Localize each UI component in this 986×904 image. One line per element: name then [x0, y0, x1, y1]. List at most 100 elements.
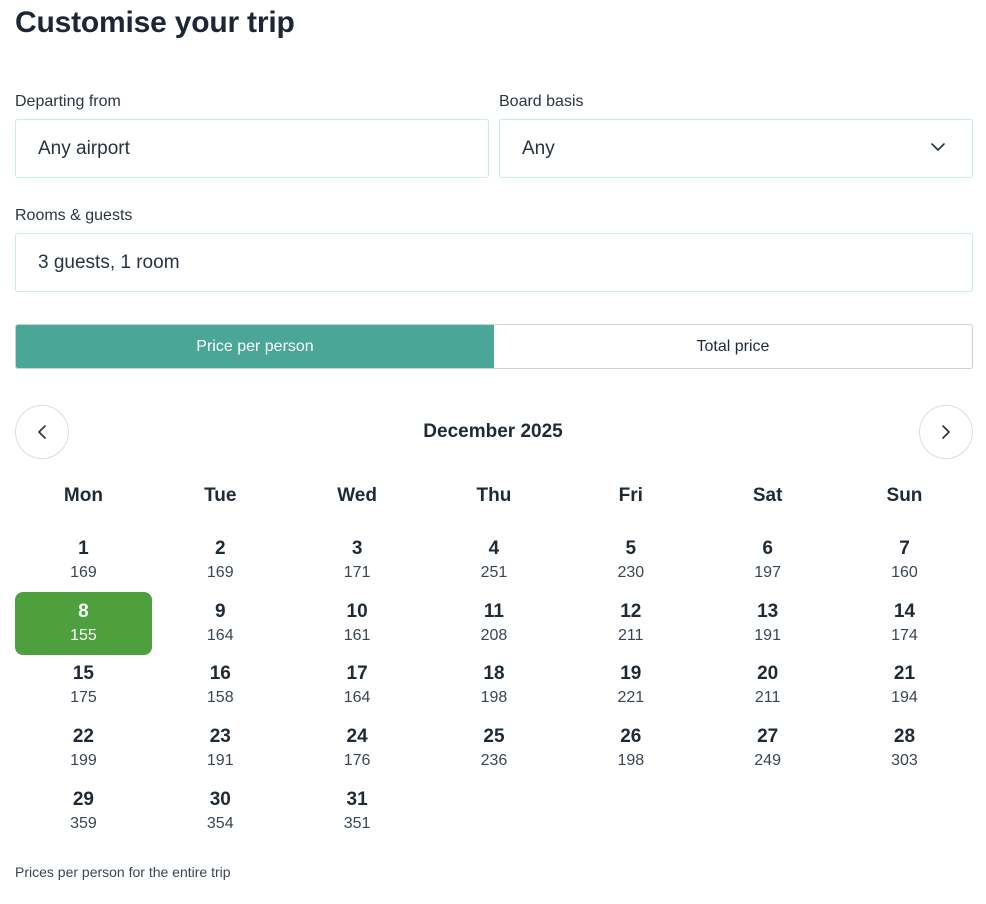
total-price-button[interactable]: Total price	[494, 325, 972, 368]
calendar-day[interactable]: 10 161	[289, 592, 426, 655]
calendar-day[interactable]: 15 175	[15, 655, 152, 718]
day-price: 199	[70, 752, 97, 770]
day-price: 354	[206, 815, 234, 833]
day-number: 25	[483, 726, 505, 748]
departing-from-field[interactable]: Any airport	[15, 119, 489, 178]
calendar-day[interactable]: 20 211	[699, 655, 836, 718]
day-price: 208	[480, 626, 508, 644]
day-number: 8	[78, 600, 89, 622]
day-number: 14	[893, 600, 916, 622]
weekday-header: Mon Tue Wed Thu Fri Sat Sun	[15, 476, 973, 516]
day-number: 20	[757, 663, 779, 685]
day-price: 249	[754, 752, 781, 770]
price-per-person-button[interactable]: Price per person	[16, 325, 494, 368]
calendar-day[interactable]: 30 354	[152, 780, 289, 843]
day-price: 211	[754, 689, 781, 707]
day-number: 17	[346, 663, 368, 685]
calendar-day[interactable]: 11 208	[426, 592, 563, 655]
weekday-label: Sun	[886, 485, 923, 506]
day-number: 24	[346, 726, 368, 748]
next-month-button[interactable]	[919, 405, 973, 459]
calendar-day[interactable]: 13 191	[699, 592, 836, 655]
rooms-guests-field[interactable]: 3 guests, 1 room	[15, 233, 973, 292]
day-price: 359	[70, 815, 97, 833]
calendar-day[interactable]: 14 174	[836, 592, 973, 655]
calendar-day[interactable]: 12 211	[562, 592, 699, 655]
day-price: 198	[617, 752, 645, 770]
day-number: 23	[209, 726, 231, 748]
day-price: 169	[206, 563, 234, 581]
day-number: 15	[72, 663, 94, 685]
day-number: 6	[762, 537, 773, 559]
day-number: 13	[757, 600, 779, 622]
day-price: 171	[343, 563, 371, 581]
day-number: 31	[346, 789, 368, 811]
calendar-day[interactable]: 4 251	[426, 529, 563, 592]
day-price: 161	[343, 626, 371, 644]
calendar-day[interactable]: 24 176	[289, 717, 426, 780]
calendar-day-selected[interactable]: 8 155	[15, 591, 152, 655]
day-price: 236	[480, 752, 508, 770]
calendar-day[interactable]: 1 169	[15, 529, 152, 592]
day-number: 29	[72, 789, 94, 811]
day-price: 191	[206, 752, 234, 770]
calendar-day[interactable]: 16 158	[152, 655, 289, 718]
day-number: 1	[78, 537, 89, 559]
weekday-label: Tue	[204, 485, 237, 506]
departing-from-value: Any airport	[38, 137, 130, 159]
calendar-day-grid: 1 169 2 169 3 171 4 251 5 230 6 197 7 160 8 155 9 164 10 16…	[15, 529, 973, 843]
day-price: 303	[891, 752, 918, 770]
calendar-day[interactable]: 19 221	[562, 655, 699, 718]
calendar-day[interactable]: 7 160	[836, 529, 973, 592]
day-number: 9	[214, 600, 226, 622]
chevron-right-icon	[942, 425, 950, 439]
day-number: 21	[893, 663, 916, 685]
calendar-day[interactable]: 28 303	[836, 717, 973, 780]
board-basis-select[interactable]: Any	[499, 119, 973, 178]
day-price: 175	[70, 689, 97, 707]
calendar-month-title: December 2025	[423, 421, 563, 442]
day-price: 198	[480, 689, 508, 707]
day-price: 174	[891, 626, 918, 644]
day-price: 158	[206, 689, 234, 707]
calendar-day[interactable]: 2 169	[152, 529, 289, 592]
day-price: 191	[754, 626, 781, 644]
day-price: 230	[617, 563, 645, 581]
day-number: 7	[899, 537, 910, 559]
calendar-day[interactable]: 22 199	[15, 717, 152, 780]
day-price: 351	[343, 815, 371, 833]
departing-label: Departing from	[15, 93, 121, 110]
day-number: 2	[214, 537, 226, 559]
day-number: 30	[209, 789, 231, 811]
previous-month-button[interactable]	[15, 405, 69, 459]
day-price: 211	[618, 626, 644, 644]
calendar-day[interactable]: 25 236	[426, 717, 563, 780]
calendar-day[interactable]: 26 198	[562, 717, 699, 780]
chevron-down-icon	[931, 143, 945, 151]
day-price: 251	[480, 563, 508, 581]
board-basis-label: Board basis	[499, 93, 584, 110]
weekday-label: Thu	[476, 485, 512, 506]
weekday-label: Wed	[337, 485, 377, 506]
day-price: 160	[891, 563, 918, 581]
day-price: 176	[343, 752, 371, 770]
calendar-day[interactable]: 9 164	[152, 592, 289, 655]
day-number: 27	[757, 726, 779, 748]
calendar-day[interactable]: 5 230	[562, 529, 699, 592]
day-price: 155	[70, 626, 97, 644]
calendar-day[interactable]: 21 194	[836, 655, 973, 718]
calendar-day[interactable]: 6 197	[699, 529, 836, 592]
day-number: 18	[483, 663, 505, 685]
day-number: 12	[620, 600, 642, 622]
calendar-day[interactable]: 23 191	[152, 717, 289, 780]
calendar-day[interactable]: 29 359	[15, 780, 152, 843]
calendar-day[interactable]: 27 249	[699, 717, 836, 780]
calendar-day[interactable]: 3 171	[289, 529, 426, 592]
page-title: Customise your trip	[15, 6, 295, 39]
day-number: 11	[483, 600, 504, 622]
calendar-day[interactable]: 17 164	[289, 655, 426, 718]
calendar-day[interactable]: 18 198	[426, 655, 563, 718]
calendar-day[interactable]: 31 351	[289, 780, 426, 843]
day-price: 169	[70, 563, 97, 581]
chevron-left-icon	[38, 425, 46, 439]
